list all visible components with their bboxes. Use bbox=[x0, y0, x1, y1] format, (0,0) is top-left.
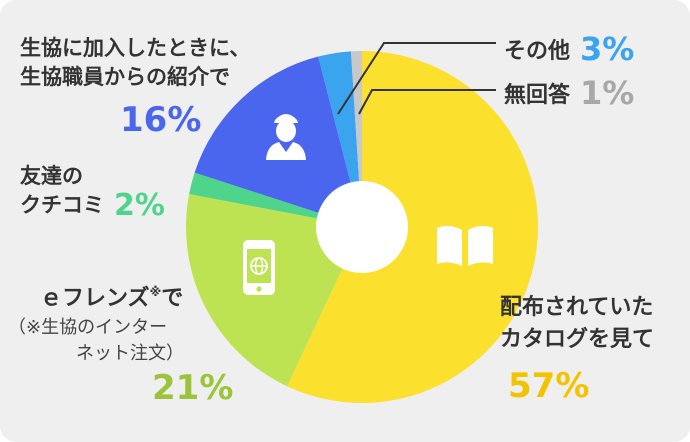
pie-slice-0 bbox=[287, 51, 538, 403]
label-efriends-mark: ※ bbox=[149, 285, 162, 299]
label-flyer: 配布されていた カタログを見て bbox=[500, 292, 654, 356]
pct-efriends: 21% bbox=[152, 368, 234, 408]
label-word-line1: 友達の bbox=[20, 164, 83, 188]
label-efriends-suffix: で bbox=[161, 286, 184, 311]
book-icon bbox=[437, 225, 493, 266]
label-efriends-note1: （※生協のインター bbox=[8, 317, 168, 338]
label-staff: 生協に加入したときに、 生協職員からの紹介で bbox=[20, 34, 250, 92]
pct-other: 3% bbox=[580, 30, 635, 68]
smartphone-icon bbox=[243, 240, 275, 295]
label-flyer-line1: 配布されていた bbox=[500, 295, 654, 320]
leader-line-other bbox=[337, 42, 496, 115]
label-efriends: ｅフレンズ※で bbox=[40, 280, 183, 312]
label-other-text: その他 bbox=[504, 39, 571, 64]
label-flyer-line2: カタログを見て bbox=[500, 327, 655, 352]
pct-no-answer: 1% bbox=[580, 74, 635, 112]
label-efriends-title: ｅフレンズ bbox=[40, 286, 150, 311]
label-word-line2: クチコミ bbox=[20, 193, 104, 217]
pct-staff: 16% bbox=[120, 100, 202, 140]
label-word-of-mouth: 友達の クチコミ 2% bbox=[20, 162, 165, 223]
leader-line-none bbox=[358, 89, 496, 115]
pie-slice-3 bbox=[194, 56, 362, 228]
label-none-text: 無回答 bbox=[504, 83, 571, 108]
label-other: その他 3% bbox=[504, 30, 634, 68]
label-efriends-note: （※生協のインター ネット注文） bbox=[8, 315, 184, 367]
pct-flyer: 57% bbox=[508, 366, 590, 406]
label-staff-line1: 生協に加入したときに、 bbox=[20, 36, 251, 60]
pie-center-hole bbox=[316, 181, 408, 273]
label-staff-line2: 生協職員からの紹介で bbox=[20, 65, 230, 89]
label-no-answer: 無回答 1% bbox=[504, 74, 634, 112]
pct-word-of-mouth: 2% bbox=[114, 188, 165, 223]
staff-person-icon bbox=[266, 114, 306, 160]
label-efriends-note2: ネット注文） bbox=[76, 343, 184, 364]
